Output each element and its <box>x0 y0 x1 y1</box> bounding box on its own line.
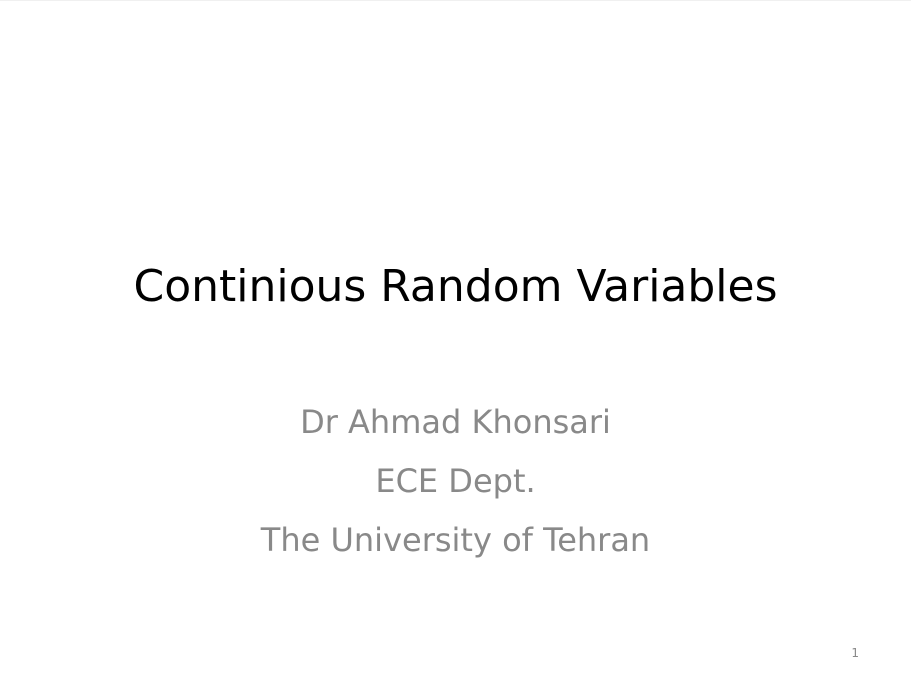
slide-title: Continious Random Variables <box>133 261 778 312</box>
university: The University of Tehran <box>260 521 651 559</box>
author-name: Dr Ahmad Khonsari <box>300 403 611 441</box>
department: ECE Dept. <box>375 462 536 500</box>
page-number: 1 <box>851 646 859 660</box>
slide-subtitle: Dr Ahmad Khonsari ECE Dept. The Universi… <box>0 393 911 570</box>
